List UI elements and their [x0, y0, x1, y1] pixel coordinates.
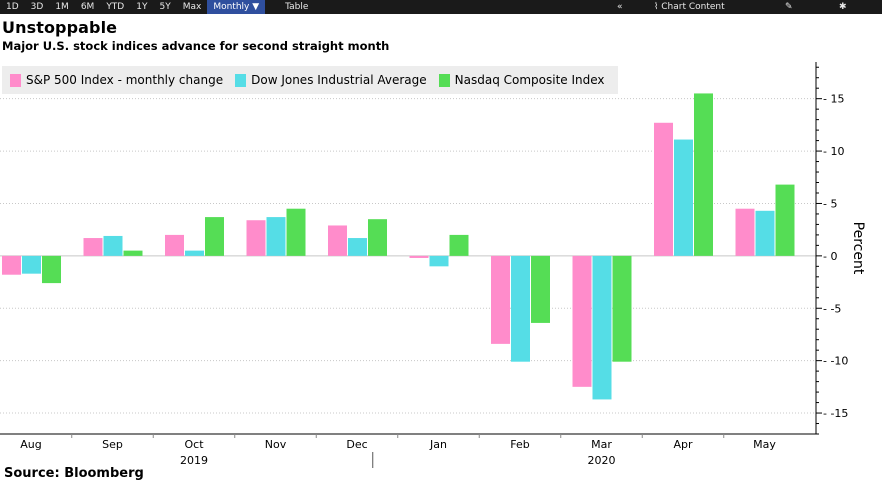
bar-sp-apr [654, 122, 673, 256]
bar-nasdaq-apr [694, 93, 713, 256]
x-tick-label: Sep [102, 438, 123, 451]
bar-dow-dec [348, 238, 367, 256]
bar-sp-jan [409, 255, 429, 258]
bar-sp-oct [165, 234, 184, 256]
bar-sp-feb [491, 255, 510, 344]
range-button-1d[interactable]: 1D [6, 2, 19, 12]
bar-nasdaq-oct [205, 217, 224, 256]
y-tick-label: - 10 [823, 145, 844, 158]
legend-swatch-nasdaq [438, 73, 450, 87]
chart-legend: S&P 500 Index - monthly change Dow Jones… [2, 66, 618, 94]
bar-sp-nov [246, 220, 266, 256]
collapse-icon[interactable]: « [617, 2, 623, 12]
bar-nasdaq-dec [368, 219, 387, 256]
bar-dow-apr [674, 139, 693, 256]
bar-nasdaq-nov [286, 208, 306, 256]
range-button-1m[interactable]: 1M [55, 2, 69, 12]
bar-nasdaq-jan [449, 234, 469, 256]
chart-toolbar: 1D 3D 1M 6M YTD 1Y 5Y Max Monthly ▼ Tabl… [0, 0, 882, 14]
chart-subtitle: Major U.S. stock indices advance for sec… [2, 39, 390, 53]
x-tick-label: Oct [184, 438, 204, 451]
legend-label-nasdaq: Nasdaq Composite Index [454, 73, 605, 87]
settings-icon[interactable]: ✱ [839, 2, 847, 12]
x-tick-label: Apr [673, 438, 693, 451]
bar-dow-mar [592, 255, 612, 400]
x-tick-label: Nov [265, 438, 287, 451]
y-tick-label: - 15 [823, 93, 844, 106]
bar-dow-nov [266, 217, 286, 256]
x-tick-label: May [753, 438, 776, 451]
range-button-6m[interactable]: 6M [80, 2, 95, 12]
source-note: Source: Bloomberg [4, 466, 144, 481]
legend-item-nasdaq[interactable]: Nasdaq Composite Index [438, 73, 605, 87]
bar-nasdaq-may [775, 184, 795, 256]
frequency-dropdown[interactable]: Monthly ▼ [207, 0, 266, 14]
bar-dow-jan [429, 255, 449, 267]
chart-content-button[interactable]: ⌇ Chart Content [654, 0, 725, 14]
bar-sp-sep [83, 238, 103, 256]
legend-label-sp500: S&P 500 Index - monthly change [26, 73, 224, 87]
legend-item-dow[interactable]: Dow Jones Industrial Average [235, 73, 427, 87]
x-tick-label: Dec [346, 438, 367, 451]
bar-sp-dec [328, 225, 347, 256]
range-button-1y[interactable]: 1Y [136, 2, 148, 12]
bar-sp-may [735, 208, 755, 256]
range-button-ytd[interactable]: YTD [106, 2, 125, 12]
y-tick-label: - 0 [823, 250, 837, 263]
range-button-3d[interactable]: 3D [30, 2, 44, 12]
table-button[interactable]: Table [285, 2, 309, 12]
x-year-label: 2019 [180, 454, 208, 467]
chart-content-label: Chart Content [661, 2, 725, 12]
bar-dow-may [755, 210, 775, 256]
y-tick-label: - -10 [823, 355, 848, 368]
x-year-label: 2020 [588, 454, 616, 467]
bar-sp-mar [572, 255, 592, 387]
x-tick-label: Jan [429, 438, 447, 451]
y-axis-label: Percent [850, 222, 866, 275]
x-tick-label: Aug [20, 438, 41, 451]
x-tick-label: Feb [510, 438, 529, 451]
range-button-max[interactable]: Max [182, 2, 202, 12]
bar-nasdaq-aug [42, 255, 61, 284]
legend-item-sp500[interactable]: S&P 500 Index - monthly change [10, 73, 223, 87]
chart-title: Unstoppable [2, 18, 118, 37]
bar-dow-aug [22, 255, 41, 274]
legend-label-dow: Dow Jones Industrial Average [251, 73, 427, 87]
chart-content-icon: ⌇ [654, 2, 662, 12]
y-tick-label: - -15 [823, 407, 848, 420]
bar-dow-feb [511, 255, 530, 362]
y-tick-label: - -5 [823, 302, 841, 315]
bar-nasdaq-mar [612, 255, 632, 362]
bar-nasdaq-sep [123, 250, 143, 256]
bar-dow-sep [103, 235, 123, 256]
y-tick-label: - 5 [823, 197, 837, 210]
x-tick-label: Mar [591, 438, 612, 451]
legend-swatch-dow [235, 73, 247, 87]
legend-swatch-sp500 [10, 73, 21, 87]
bar-dow-oct [185, 250, 204, 256]
bar-sp-aug [2, 255, 21, 275]
edit-icon[interactable]: ✎ [785, 2, 793, 12]
bar-nasdaq-feb [531, 255, 550, 323]
range-button-5y[interactable]: 5Y [159, 2, 171, 12]
